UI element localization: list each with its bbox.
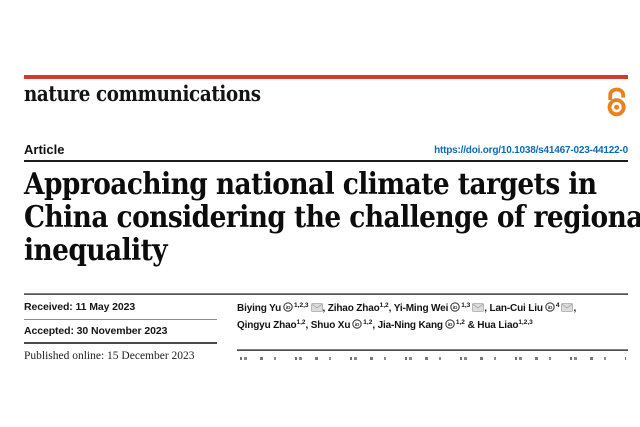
author-separator: , <box>305 320 311 331</box>
author-affiliations: 1,2,3 <box>518 319 533 326</box>
author-name: Shuo Xu <box>310 320 351 331</box>
author-separator: , <box>484 303 490 314</box>
author-affiliations: 1,2,3 <box>294 302 309 309</box>
author: Yi-Ming Wei iD 1,3, <box>393 302 490 314</box>
author: Biying Yu iD 1,2,3, <box>237 302 328 314</box>
author-affiliations: 1,2 <box>296 319 306 326</box>
orcid-icon[interactable]: iD <box>545 302 555 312</box>
author-affiliations: 1,2 <box>363 319 373 326</box>
author-list: Biying Yu iD 1,2,3, Zihao Zhao1,2, Yi-Ming… <box>237 299 628 333</box>
accepted-date: Accepted: 30 November 2023 <box>24 325 168 337</box>
article-title: Approaching national climate targets in … <box>24 167 640 268</box>
article-type-label: Article <box>24 142 65 157</box>
author-separator: & <box>464 320 478 331</box>
svg-text:iD: iD <box>548 305 553 311</box>
author-affiliations: 1,2 <box>379 302 389 309</box>
author-separator: , <box>388 303 394 314</box>
orcid-icon[interactable]: iD <box>283 302 293 312</box>
author-name: Jia-Ning Kang <box>377 320 443 331</box>
author: Hua Liao1,2,3 <box>477 319 533 331</box>
email-icon[interactable] <box>561 303 574 312</box>
author-name: Hua Liao <box>477 320 519 331</box>
author-affiliations: 1,2 <box>455 319 465 326</box>
clipped-abstract-line <box>240 357 626 360</box>
author: Shuo Xu iD 1,2, <box>310 319 378 331</box>
kicker-divider-rule <box>24 160 628 162</box>
received-date: Received: 11 May 2023 <box>24 301 136 313</box>
author-affiliations: 4 <box>555 302 560 309</box>
authors-bottom-rule <box>237 349 628 351</box>
author-name: Qingyu Zhao <box>237 320 297 331</box>
doi-link[interactable]: https://doi.org/10.1038/s41467-023-44122… <box>434 145 628 156</box>
author-separator: , <box>573 303 577 314</box>
timeline-divider-2 <box>24 342 217 344</box>
title-line-2: China considering the challenge of regio… <box>24 200 640 235</box>
title-line-3: inequality <box>24 233 168 268</box>
orcid-icon[interactable]: iD <box>445 319 455 329</box>
author-separator: , <box>372 320 378 331</box>
author-affiliations: 1,3 <box>461 302 471 309</box>
info-band-top-rule <box>24 293 628 295</box>
author: Lan-Cui Liu iD 4, <box>489 302 577 314</box>
email-icon[interactable] <box>310 303 323 312</box>
open-access-icon <box>604 83 629 122</box>
svg-text:iD: iD <box>286 305 291 311</box>
svg-text:iD: iD <box>453 305 458 311</box>
email-icon[interactable] <box>472 303 485 312</box>
journal-name: nature communications <box>24 81 261 106</box>
author-separator: , <box>322 303 328 314</box>
masthead-red-rule <box>24 75 628 79</box>
svg-text:iD: iD <box>355 322 360 328</box>
author-name: Yi-Ming Wei <box>393 303 449 314</box>
author: Jia-Ning Kang iD 1,2 & <box>377 319 478 331</box>
timeline-divider-1 <box>24 319 217 320</box>
author: Zihao Zhao1,2, <box>327 302 394 314</box>
author-name: Lan-Cui Liu <box>489 303 543 314</box>
author: Qingyu Zhao1,2, <box>237 319 311 331</box>
orcid-icon[interactable]: iD <box>352 319 362 329</box>
author-name: Zihao Zhao <box>327 303 380 314</box>
svg-text:iD: iD <box>448 322 453 328</box>
author-name: Biying Yu <box>237 303 282 314</box>
title-line-1: Approaching national climate targets in <box>24 167 597 202</box>
orcid-icon[interactable]: iD <box>450 302 460 312</box>
published-date: Published online: 15 December 2023 <box>24 350 195 362</box>
